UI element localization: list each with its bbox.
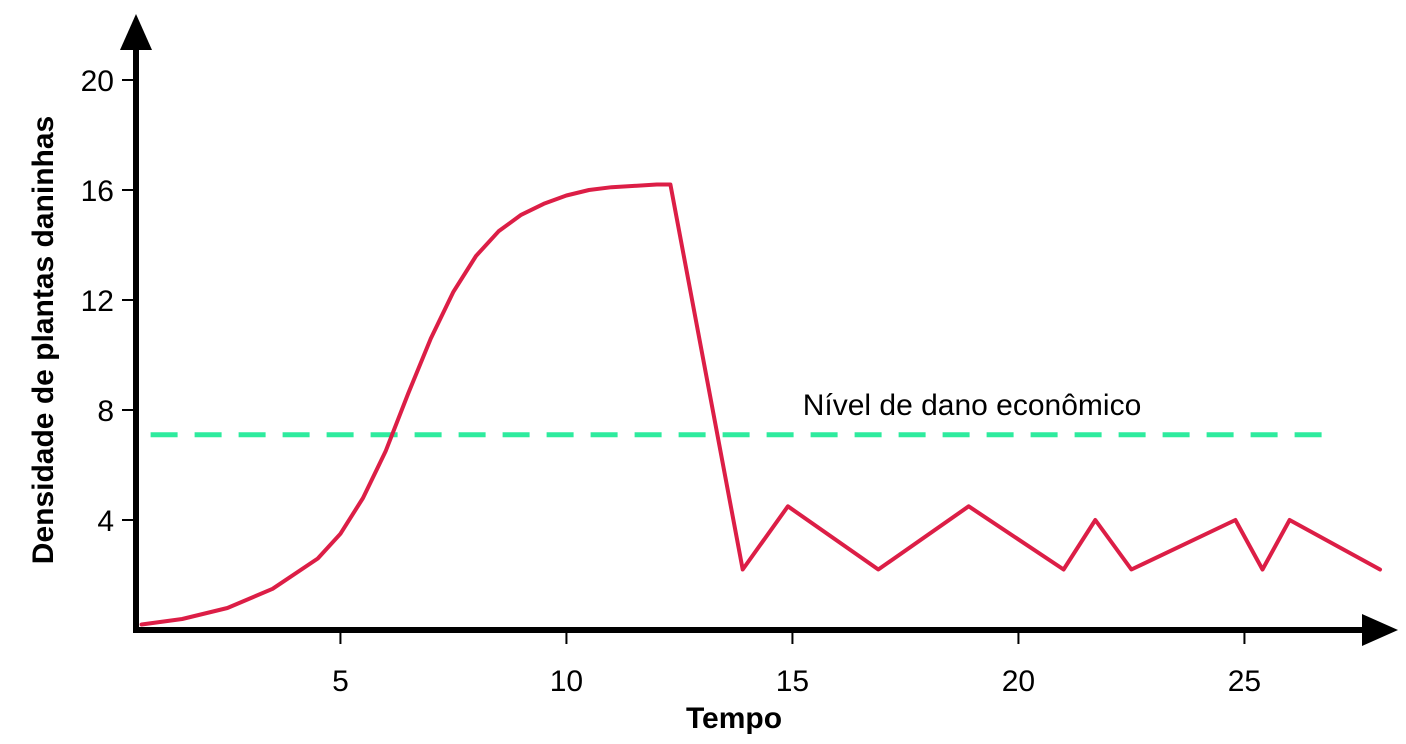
y-tick-label: 16 (81, 175, 114, 208)
x-axis-arrowhead (1362, 614, 1398, 646)
x-tick-label: 20 (1002, 665, 1035, 698)
y-tick-label: 8 (97, 395, 114, 428)
y-tick-label: 12 (81, 285, 114, 318)
chart-marks (139, 182, 1382, 627)
y-axis-title: Densidade de plantas daninhas (27, 116, 60, 564)
density-series-line (139, 182, 1382, 627)
x-tick-label: 15 (776, 665, 809, 698)
y-tick-label: 4 (97, 505, 114, 538)
threshold-annotation: Nível de dano econômico (803, 389, 1142, 422)
y-axis-arrowhead (120, 14, 152, 50)
x-tick-label: 10 (550, 665, 583, 698)
y-tick-label: 20 (81, 65, 114, 98)
x-tick-label: 25 (1228, 665, 1261, 698)
chart-axes (120, 14, 1398, 646)
x-axis-title: Tempo (686, 702, 782, 735)
axis-ticks: 4 8 12 16 20 5 10 15 20 25 (81, 65, 1262, 698)
x-tick-label: 5 (332, 665, 349, 698)
